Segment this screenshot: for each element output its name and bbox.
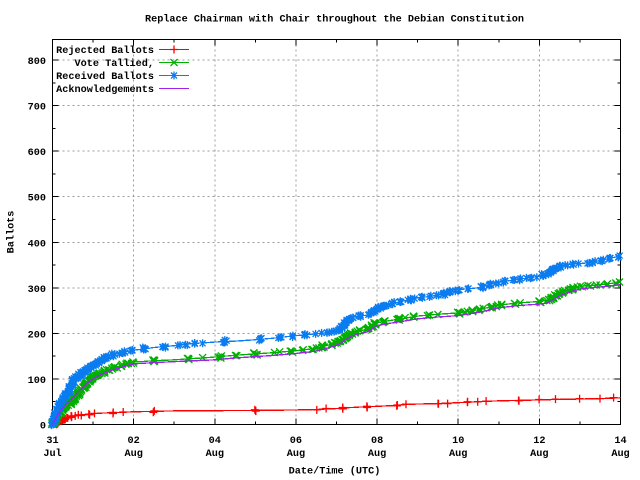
svg-text:31: 31 [46,436,58,447]
svg-text:Acknowledgements: Acknowledgements [56,84,154,96]
svg-text:Aug: Aug [530,449,548,460]
svg-text:Aug: Aug [287,449,305,460]
svg-text:700: 700 [28,103,46,114]
svg-text:14: 14 [614,436,626,447]
svg-text:500: 500 [28,194,46,205]
svg-text:Aug: Aug [449,449,467,460]
svg-text:02: 02 [128,436,140,447]
svg-text:Ballots: Ballots [6,211,18,254]
svg-text:Aug: Aug [368,449,386,460]
svg-text:04: 04 [209,436,221,447]
svg-text:Date/Time (UTC): Date/Time (UTC) [289,466,381,478]
svg-text:800: 800 [28,57,46,68]
svg-text:Vote Tallied,: Vote Tallied, [75,58,154,70]
svg-text:300: 300 [28,285,46,296]
svg-text:600: 600 [28,148,46,159]
svg-text:10: 10 [452,436,464,447]
svg-text:08: 08 [371,436,383,447]
svg-text:06: 06 [290,436,302,447]
svg-text:Rejected Ballots: Rejected Ballots [56,45,154,57]
svg-text:Aug: Aug [206,449,224,460]
svg-text:200: 200 [28,330,46,341]
svg-text:400: 400 [28,239,46,250]
svg-text:Aug: Aug [611,449,629,460]
svg-text:Received Ballots: Received Ballots [56,71,154,83]
svg-text:100: 100 [28,376,46,387]
svg-text:Replace Chairman with Chair th: Replace Chairman with Chair throughout t… [145,14,524,26]
svg-text:12: 12 [533,436,545,447]
svg-text:Jul: Jul [43,448,61,460]
svg-text:Aug: Aug [124,449,142,460]
svg-text:0: 0 [40,422,46,433]
